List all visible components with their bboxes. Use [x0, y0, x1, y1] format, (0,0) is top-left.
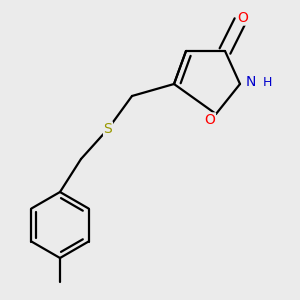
- Text: H: H: [262, 76, 272, 89]
- Text: S: S: [103, 122, 112, 136]
- Text: O: O: [205, 113, 215, 127]
- Text: N: N: [246, 76, 256, 89]
- Text: O: O: [238, 11, 248, 25]
